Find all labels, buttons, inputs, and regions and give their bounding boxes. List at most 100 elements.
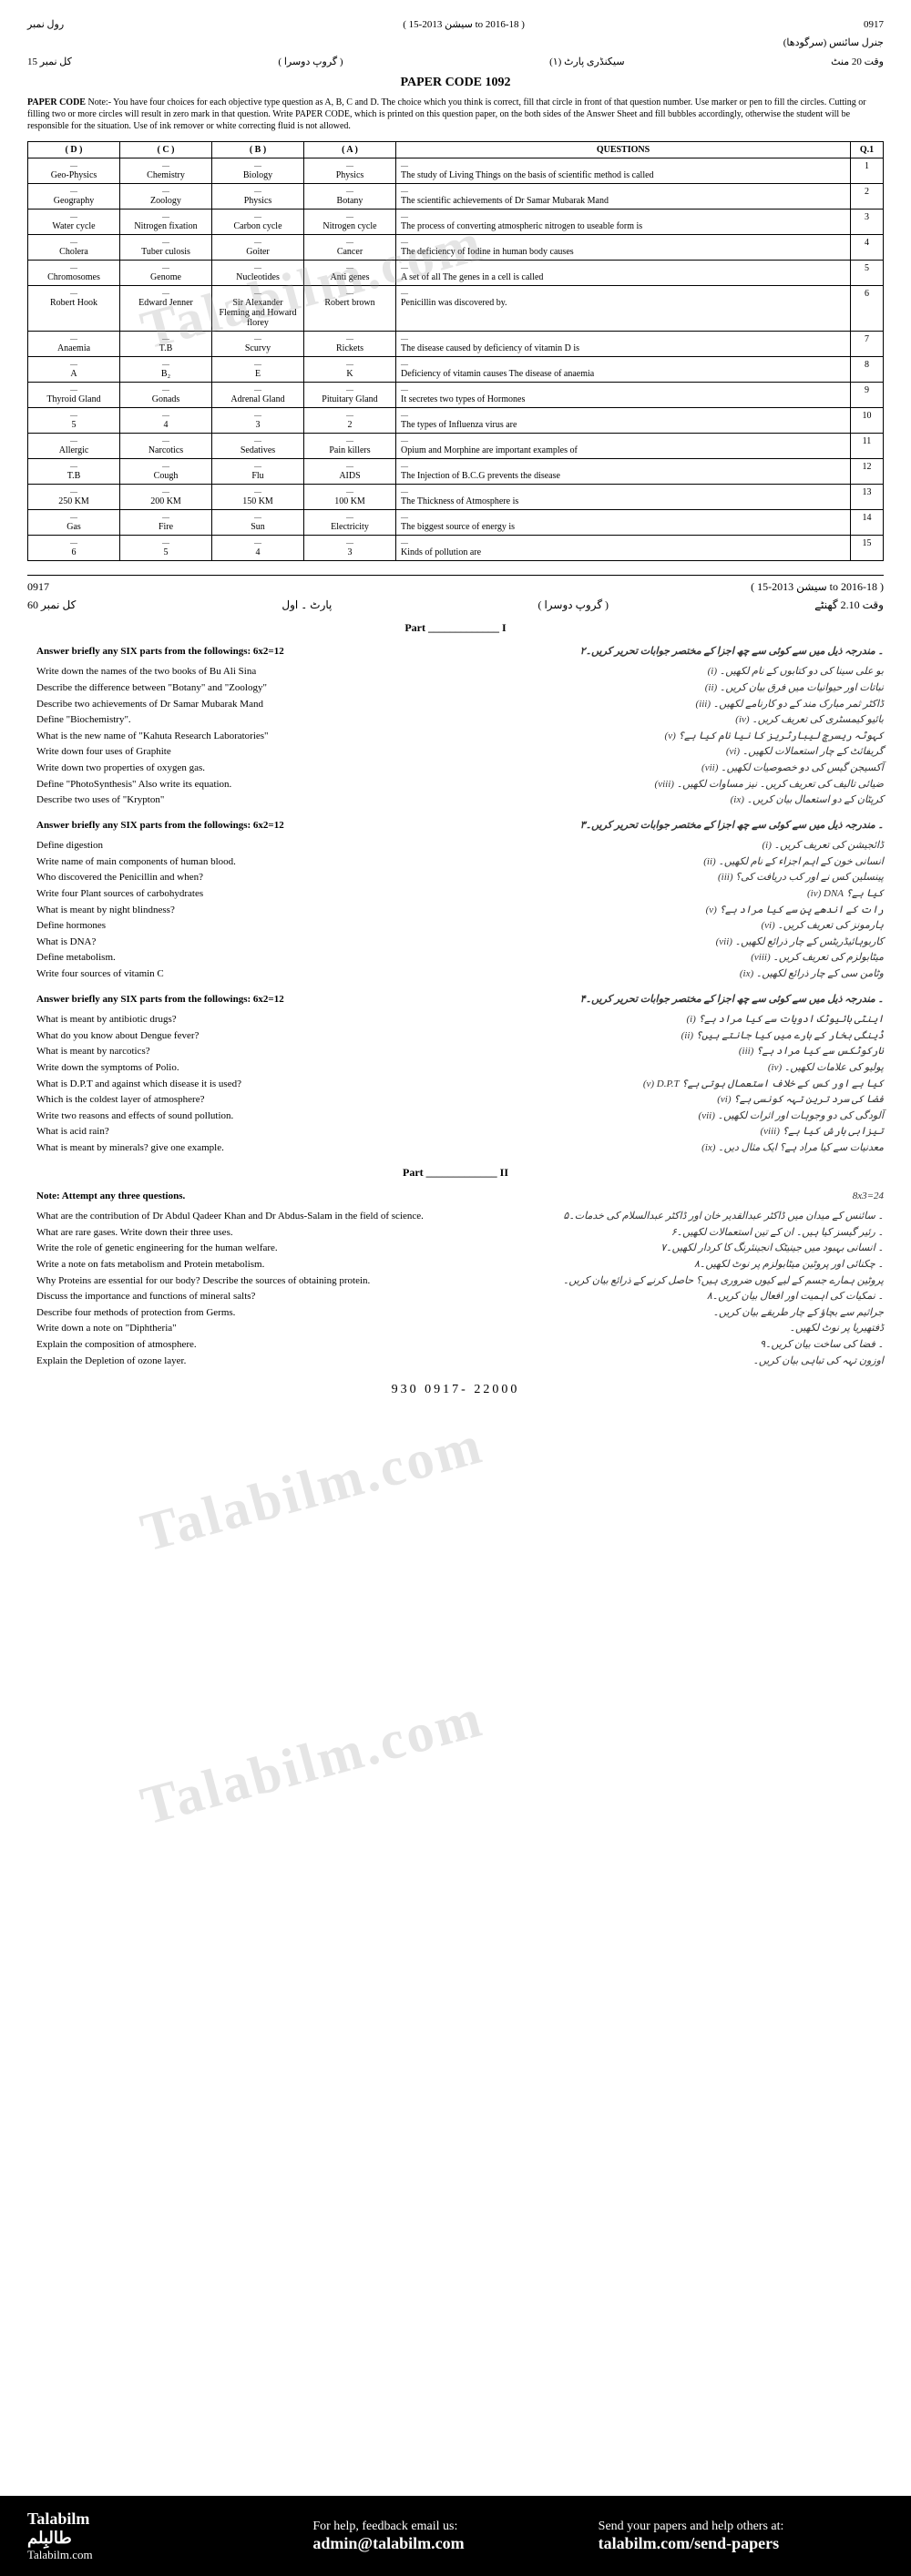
question-english: Why Proteins are essential for our body?… [36,1273,460,1290]
mcq-option: —Cough [120,458,212,484]
question-english: What is DNA? [36,935,460,951]
section-header-urdu: ۲۔ مندرجہ ذیل میں سے کوئی سے چھ اجزا کے … [460,644,884,660]
footer-brand-urdu: طالبِلم [27,2529,312,2548]
question-urdu: (iv) پولیو کی علامات لکھیں۔ [460,1060,884,1077]
question-line: Write a note on fats metabolism and Prot… [36,1257,884,1273]
footer-send-link[interactable]: talabilm.com/send-papers [599,2534,884,2553]
mcq-option: —Anaemia [28,331,120,356]
question-english: Define "PhotoSynthesis" Also write its e… [36,777,460,793]
question-english: Write down two properties of oxygen gas. [36,761,460,777]
question-line: Discuss the importance and functions of … [36,1289,884,1305]
mcq-num: 15 [851,535,884,560]
mcq-option: —5 [120,535,212,560]
question-english: Write down four uses of Graphite [36,744,460,761]
question-line: Write down the names of the two books of… [36,664,884,680]
question-urdu: (viii) ضیائی تالیف کی تعریف کریں۔ نیز مس… [460,777,884,793]
question-urdu: (ix) کرپٹان کے دو استعمال بیان کریں۔ [460,792,884,809]
mcq-row: —Geo-Physics—Chemistry—Biology—Physics—T… [28,158,884,183]
question-line: Write two reasons and effects of sound p… [36,1109,884,1125]
mcq-row: —Allergic—Narcotics—Sedatives—Pain kille… [28,433,884,458]
mcq-option: —200 KM [120,484,212,509]
col-a: ( A ) [304,141,396,158]
question-section: Answer briefly any SIX parts from the fo… [27,644,884,809]
mcq-option: —Pituitary Gland [304,382,396,407]
mcq-option: —Carbon cycle [212,209,304,234]
question-line: What is acid rain?(viii) تیزابی بارش کیا… [36,1124,884,1140]
question-urdu: (v) کہوٹہ ریسرچ لیبارٹریز کا نیا نام کیا… [460,729,884,745]
question-english: Describe the difference between "Botany"… [36,680,460,697]
footer-help-email[interactable]: admin@talabilm.com [312,2534,598,2553]
question-urdu: جراثیم سے بچاؤ کے چار طریقے بیان کریں۔ [460,1305,884,1322]
col-num: Q.1 [851,141,884,158]
time-label: وقت 20 منٹ [831,56,884,69]
mcq-option: —3 [304,535,396,560]
question-line: Define "Biochemistry".(iv) بائیو کیمسٹری… [36,712,884,729]
question-urdu: (vii) آلودگی کی دو وجوہات اور اثرات لکھی… [460,1109,884,1125]
mcq-option: —Geography [28,183,120,209]
mcq-option: —Nucleotides [212,260,304,285]
question-urdu: (v) D.P.T کیا ہے اور کس کے خلاف استعمال … [460,1077,884,1093]
question-english: Explain the composition of atmosphere. [36,1337,460,1354]
mcq-option: —Adrenal Gland [212,382,304,407]
mcq-option: —Sedatives [212,433,304,458]
question-urdu: (vi) ہارمونز کی تعریف کریں۔ [460,918,884,935]
mcq-row: —Thyroid Gland—Gonads—Adrenal Gland—Pitu… [28,382,884,407]
question-urdu: ۸۔ چکنائی اور پروٹین میٹابولزم پر نوٹ لک… [460,1257,884,1273]
subject-label: جنرل سائنس (سرگودھا) [783,36,884,50]
mcq-num: 14 [851,509,884,535]
mcq-row: —Geography—Zoology—Physics—Botany—The sc… [28,183,884,209]
mcq-row: —Gas—Fire—Sun—Electricity—The biggest so… [28,509,884,535]
mcq-row: —6—5—4—3—Kinds of pollution are15 [28,535,884,560]
question-english: What is meant by minerals? give one exam… [36,1140,460,1157]
mcq-num: 3 [851,209,884,234]
part2-note: Note: Attempt any three questions. [36,1189,460,1205]
question-line: Explain the Depletion of ozone layer.اوز… [36,1354,884,1370]
question-english: Who discovered the Penicillin and when? [36,870,460,886]
question-line: Describe four methods of protection from… [36,1305,884,1322]
question-line: What is meant by narcotics?(iii) نارکوٹک… [36,1044,884,1060]
question-line: What is meant by antibiotic drugs?(i) ای… [36,1012,884,1028]
mcq-option: —Nitrogen fixation [120,209,212,234]
mcq-question: —Penicillin was discovered by. [396,285,851,331]
mcq-num: 9 [851,382,884,407]
mcq-question: —Opium and Morphine are important exampl… [396,433,851,458]
mcq-option: —Water cycle [28,209,120,234]
question-line: Write down four uses of Graphite(vi) گری… [36,744,884,761]
note-heading: PAPER CODE [27,97,87,107]
section-header-urdu: ۴۔ مندرجہ ذیل میں سے کوئی سے چھ اجزا کے … [460,992,884,1008]
question-urdu: (vii) کاربوہائیڈریٹس کے چار ذرائع لکھیں۔ [460,935,884,951]
mcq-table: ( D ) ( C ) ( B ) ( A ) QUESTIONS Q.1 —G… [27,141,884,561]
question-urdu: (i) اینٹی بائیوٹک ادویات سے کیا مراد ہے؟ [460,1012,884,1028]
mcq-option: —Allergic [28,433,120,458]
mcq-num: 12 [851,458,884,484]
sub-code: 0917 [27,580,49,594]
question-urdu: ۵۔ سائنس کے میدان میں ڈاکٹر عبدالقدیر خا… [460,1209,884,1225]
col-c: ( C ) [120,141,212,158]
mcq-option: —Physics [212,183,304,209]
question-urdu: (ix) وٹامن سی کے چار ذرائع لکھیں۔ [460,966,884,983]
question-english: Define metabolism. [36,950,460,966]
mcq-option: —Cholera [28,234,120,260]
question-english: Explain the Depletion of ozone layer. [36,1354,460,1370]
question-english: What is acid rain? [36,1124,460,1140]
question-english: Define digestion [36,838,460,854]
mcq-option: —Fire [120,509,212,535]
section-header-urdu: ۳۔ مندرجہ ذیل میں سے کوئی سے چھ اجزا کے … [460,818,884,834]
question-english: Write four sources of vitamin C [36,966,460,983]
paper-content: رول نمبر ( سیشن 2013-15 to 2016-18 ) 091… [0,0,911,2496]
mcq-option: —Physics [304,158,396,183]
question-urdu: (ii) ڈینگی بخار کے بارے میں کیا جانتے ہی… [460,1028,884,1045]
question-urdu: (viii) میٹابولزم کی تعریف کریں۔ [460,950,884,966]
footer-brand: Talabilm [27,2510,312,2529]
mcq-option: —Goiter [212,234,304,260]
mcq-option: —Chemistry [120,158,212,183]
mcq-option: —Edward Jenner [120,285,212,331]
question-urdu: (vii) آکسیجن گیس کی دو خصوصیات لکھیں۔ [460,761,884,777]
question-urdu: (vi) گریفائٹ کے چار استعمالات لکھیں۔ [460,744,884,761]
question-english: Write down a note on "Diphtheria" [36,1321,460,1337]
mcq-option: —250 KM [28,484,120,509]
question-urdu: ۹۔ فضا کی ساخت بیان کریں۔ [460,1337,884,1354]
question-english: Discuss the importance and functions of … [36,1289,460,1305]
question-section: Answer briefly any SIX parts from the fo… [27,992,884,1157]
mcq-question: —The Thickness of Atmosphere is [396,484,851,509]
